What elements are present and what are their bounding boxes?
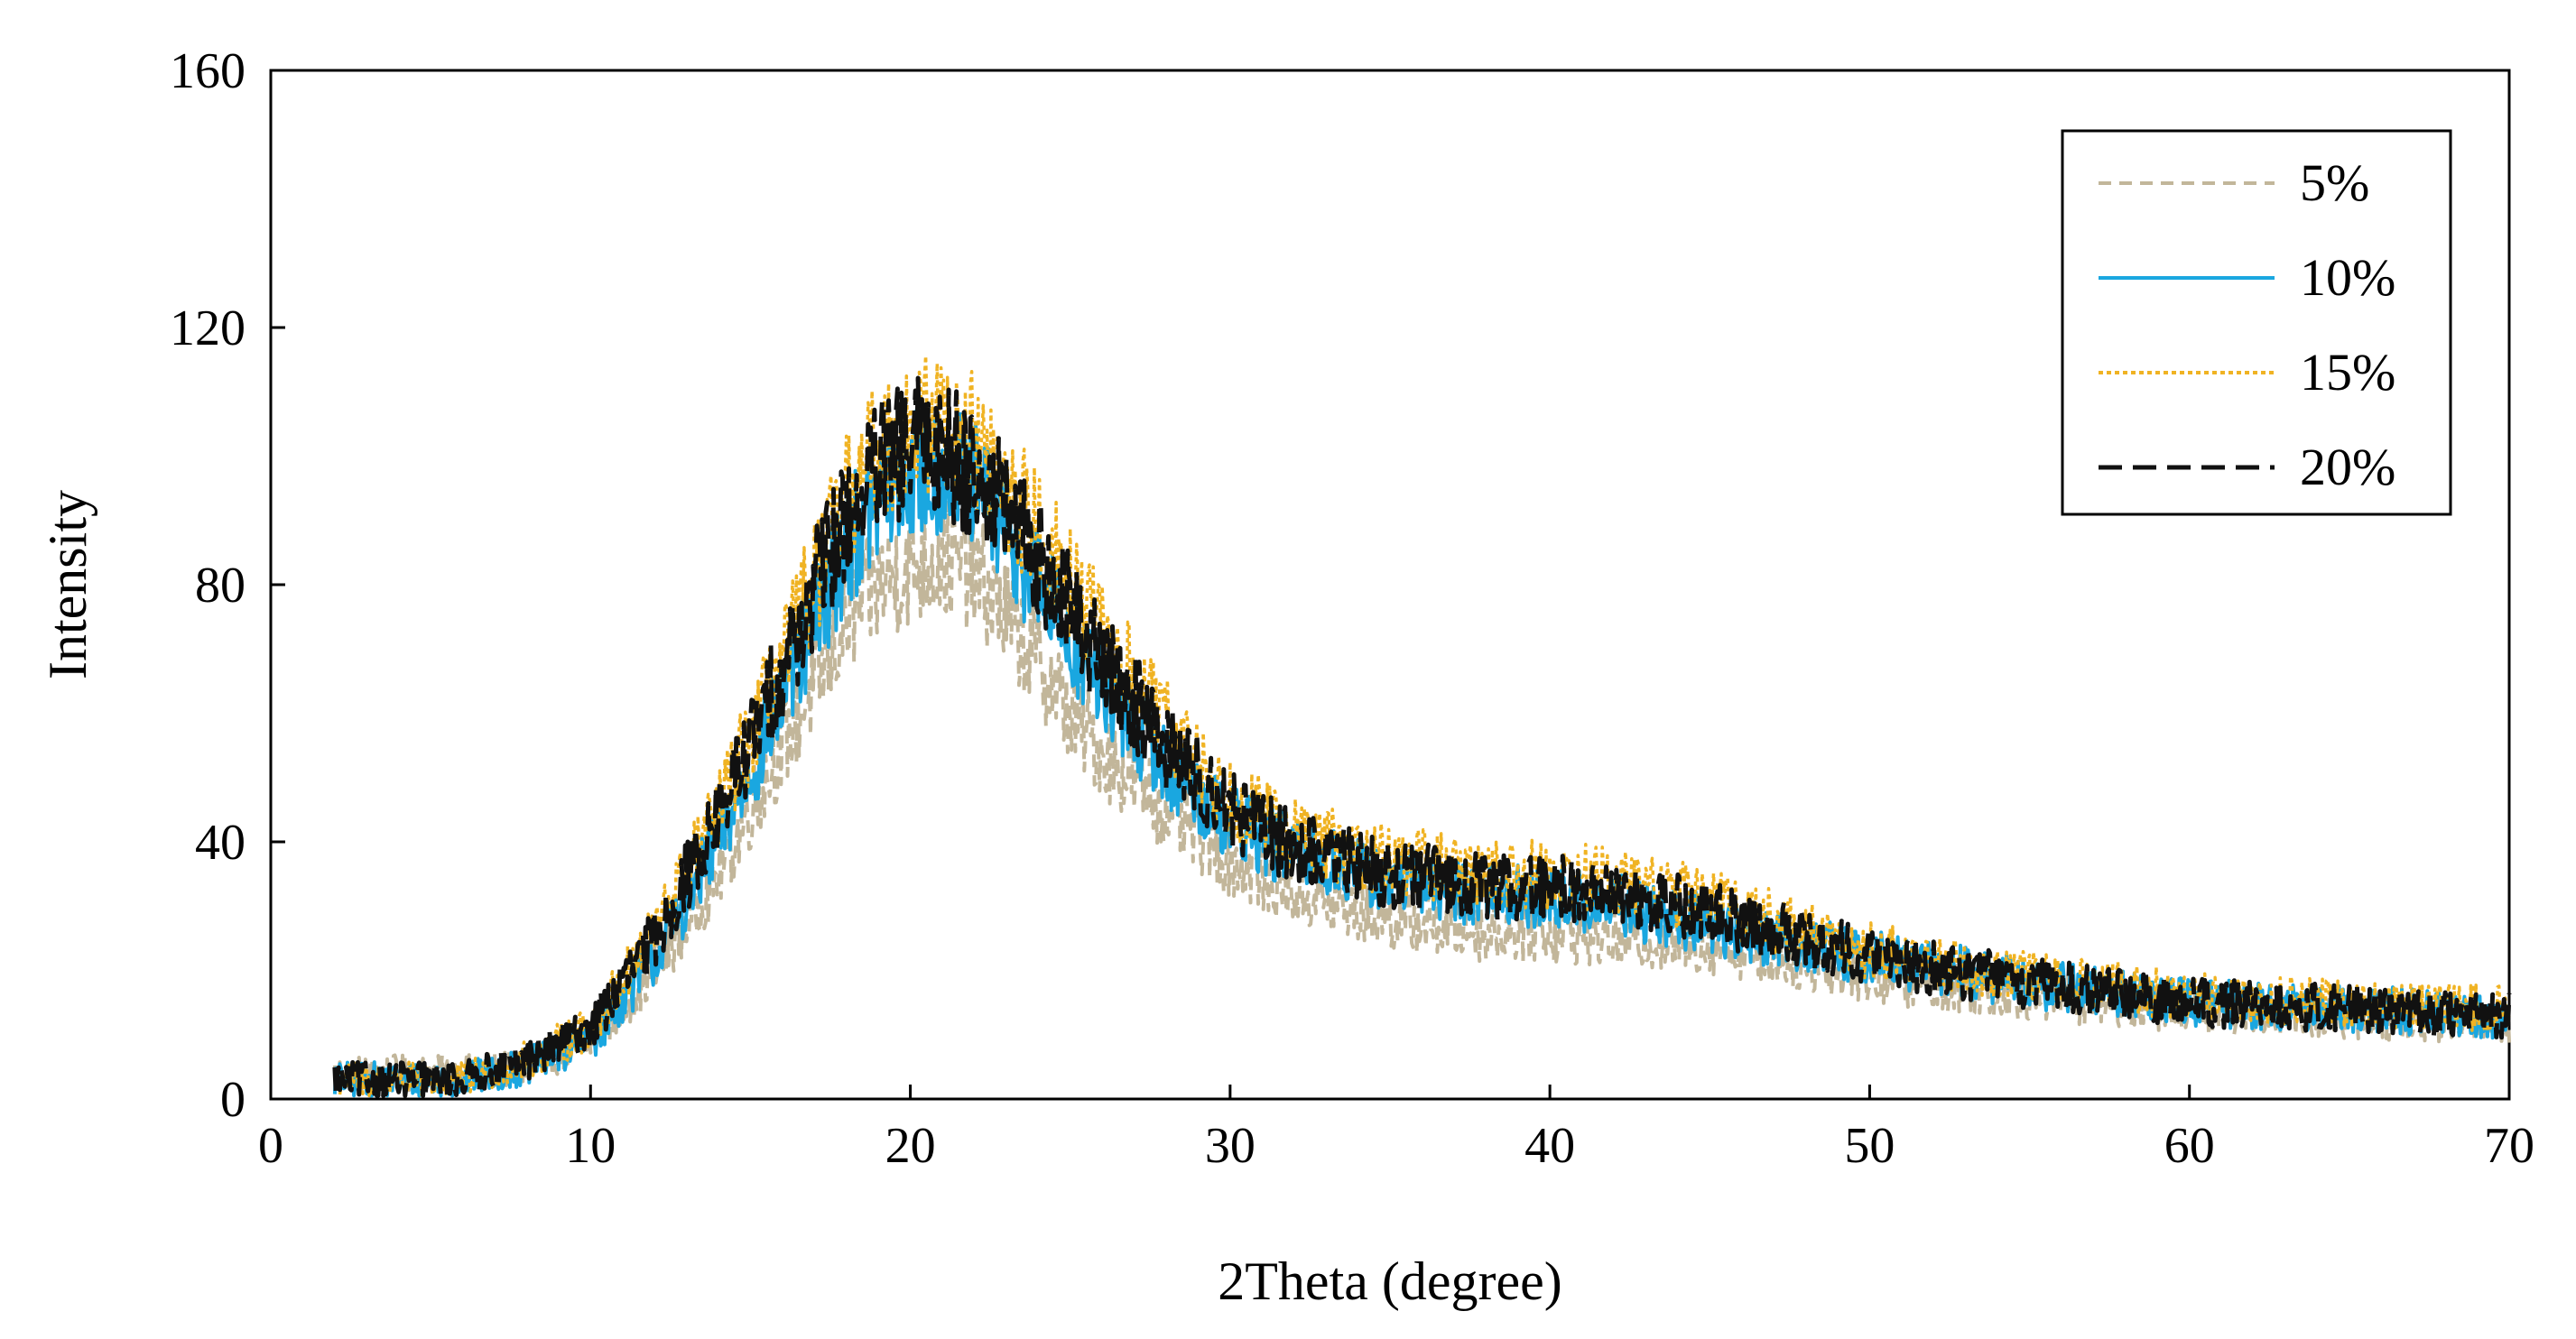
x-tick-label-30: 30	[1205, 1118, 1256, 1174]
legend-item-20: 20%	[2099, 438, 2395, 496]
x-tick-label-70: 70	[2484, 1118, 2534, 1174]
y-tick-label-120: 120	[170, 300, 246, 356]
series-line-5	[332, 500, 2511, 1094]
x-tick-label-50: 50	[1844, 1118, 1895, 1174]
plot-area	[269, 69, 2512, 1101]
series-line-15	[333, 354, 2511, 1098]
y-tick-label-40: 40	[195, 815, 246, 871]
x-tick-label-40: 40	[1524, 1118, 1575, 1174]
x-tick-label-10: 10	[565, 1118, 616, 1174]
legend-label-15: 15%	[2300, 343, 2395, 402]
legend-item-10: 10%	[2099, 248, 2395, 307]
x-tick-label-0: 0	[258, 1118, 283, 1174]
x-tick-label-20: 20	[885, 1118, 936, 1174]
legend-item-15: 15%	[2099, 343, 2395, 402]
series-layer	[332, 354, 2512, 1098]
y-tick-label-80: 80	[195, 558, 246, 614]
legend-label-10: 10%	[2300, 248, 2395, 307]
y-axis-title: Intensity	[38, 490, 97, 679]
x-axis-title: 2Theta (degree)	[1218, 1251, 1561, 1311]
series-line-20	[332, 375, 2512, 1098]
y-tick-label-0: 0	[220, 1072, 246, 1128]
legend-box	[2061, 129, 2452, 516]
y-tick-label-160: 160	[170, 43, 246, 99]
x-tick-label-60: 60	[2164, 1118, 2215, 1174]
legend-item-5: 5%	[2099, 153, 2369, 212]
legend-label-5: 5%	[2300, 153, 2369, 212]
y-axis: 0 40 80 120 160	[170, 43, 285, 1128]
x-axis: 0 10 20 30 40 50 60 70	[258, 1085, 2534, 1174]
legend: 5% 10% 15% 20%	[2061, 129, 2452, 516]
legend-label-20: 20%	[2300, 438, 2395, 496]
